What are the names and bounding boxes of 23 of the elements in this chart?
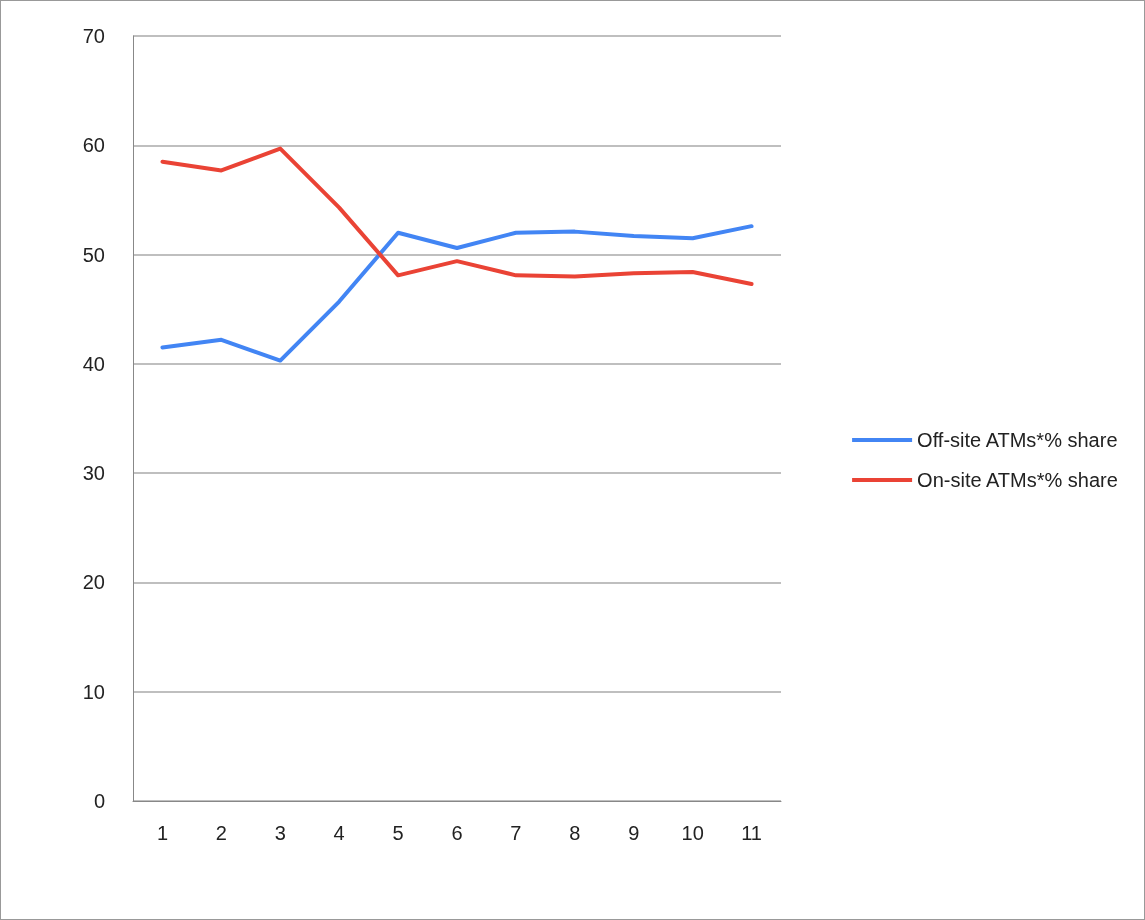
x-tick-label: 4: [333, 822, 345, 844]
x-tick-label: 1: [156, 822, 169, 844]
legend-label: Off-site ATMs*% share: [917, 429, 1118, 451]
y-tick-label: 20: [82, 571, 105, 594]
legend-label: On-site ATMs*% share: [917, 469, 1118, 491]
line-series: [160, 224, 754, 363]
y-tick-label: 30: [82, 462, 105, 485]
y-tick-label: 40: [82, 352, 105, 375]
x-tick-label: 10: [681, 822, 704, 844]
x-tick-label: 2: [215, 822, 227, 844]
y-tick-label: 10: [82, 680, 105, 703]
x-tick-label: 9: [628, 822, 640, 844]
y-tick-label: 0: [93, 790, 105, 812]
x-tick-label: 11: [741, 822, 762, 844]
x-tick-label: 7: [510, 822, 522, 844]
x-tick-label: 6: [451, 822, 463, 844]
x-tick-label: 3: [274, 822, 286, 844]
y-tick-label: 70: [82, 25, 105, 47]
x-tick-label: 8: [569, 822, 581, 844]
y-tick-label: 60: [82, 134, 105, 157]
y-tick-label: 50: [82, 243, 105, 266]
x-tick-label: 5: [392, 822, 404, 844]
line-series: [160, 146, 754, 287]
